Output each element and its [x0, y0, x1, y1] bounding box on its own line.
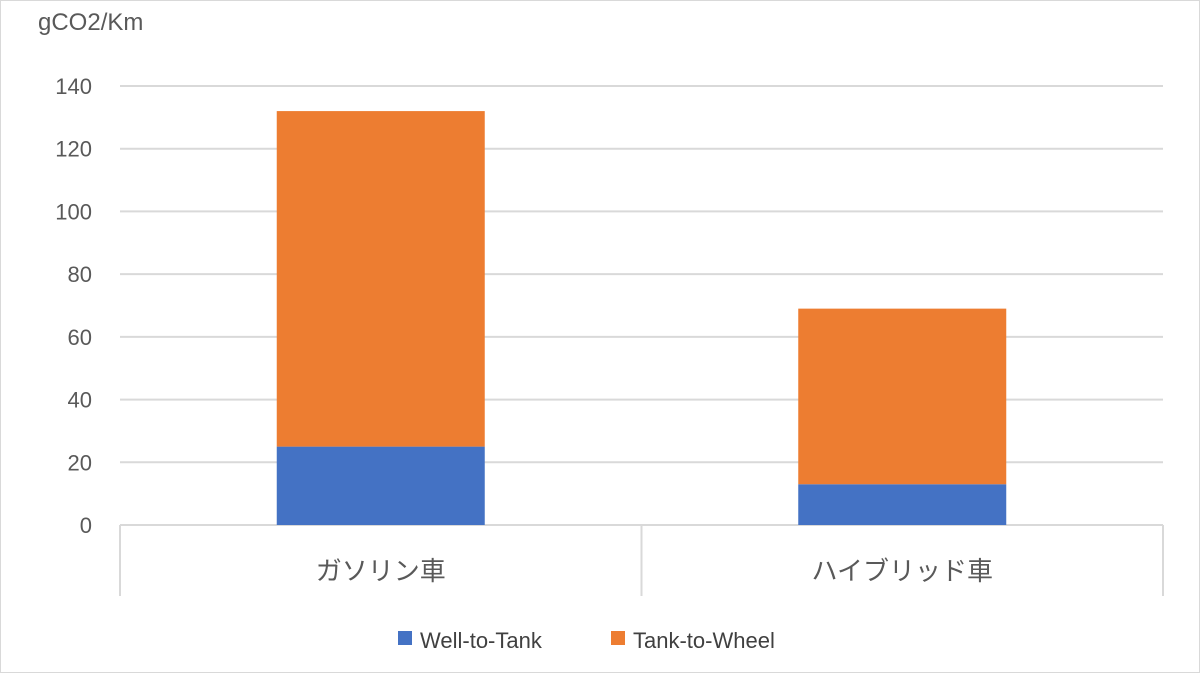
legend: Well-to-Tank Tank-to-Wheel	[398, 628, 775, 653]
bar-segment	[276, 111, 485, 447]
legend-swatch	[611, 631, 625, 645]
legend-label: Tank-to-Wheel	[633, 628, 775, 653]
legend-label: Well-to-Tank	[420, 628, 543, 653]
y-tick-label: 140	[55, 74, 92, 99]
y-tick-label: 0	[80, 513, 92, 538]
legend-swatch	[398, 631, 412, 645]
y-tick-label: 40	[68, 388, 92, 413]
bar-segment	[798, 308, 1007, 485]
y-tick-label: 100	[55, 199, 92, 224]
x-axis: ガソリン車 ハイブリッド車	[119, 525, 1164, 596]
y-tick-labels: 0 20 40 60 80 100 120 140	[55, 74, 92, 538]
bars	[276, 111, 1007, 525]
x-tick-label: ハイブリッド車	[812, 556, 993, 586]
y-tick-label: 120	[55, 137, 92, 162]
y-tick-label: 60	[68, 325, 92, 350]
y-tick-label: 20	[68, 450, 92, 475]
gridlines	[120, 85, 1163, 526]
y-tick-label: 80	[68, 262, 92, 287]
x-tick-label: ガソリン車	[316, 556, 446, 586]
bar-segment	[798, 484, 1007, 525]
y-axis-label: gCO2/Km	[38, 9, 143, 36]
bar-segment	[276, 446, 485, 525]
